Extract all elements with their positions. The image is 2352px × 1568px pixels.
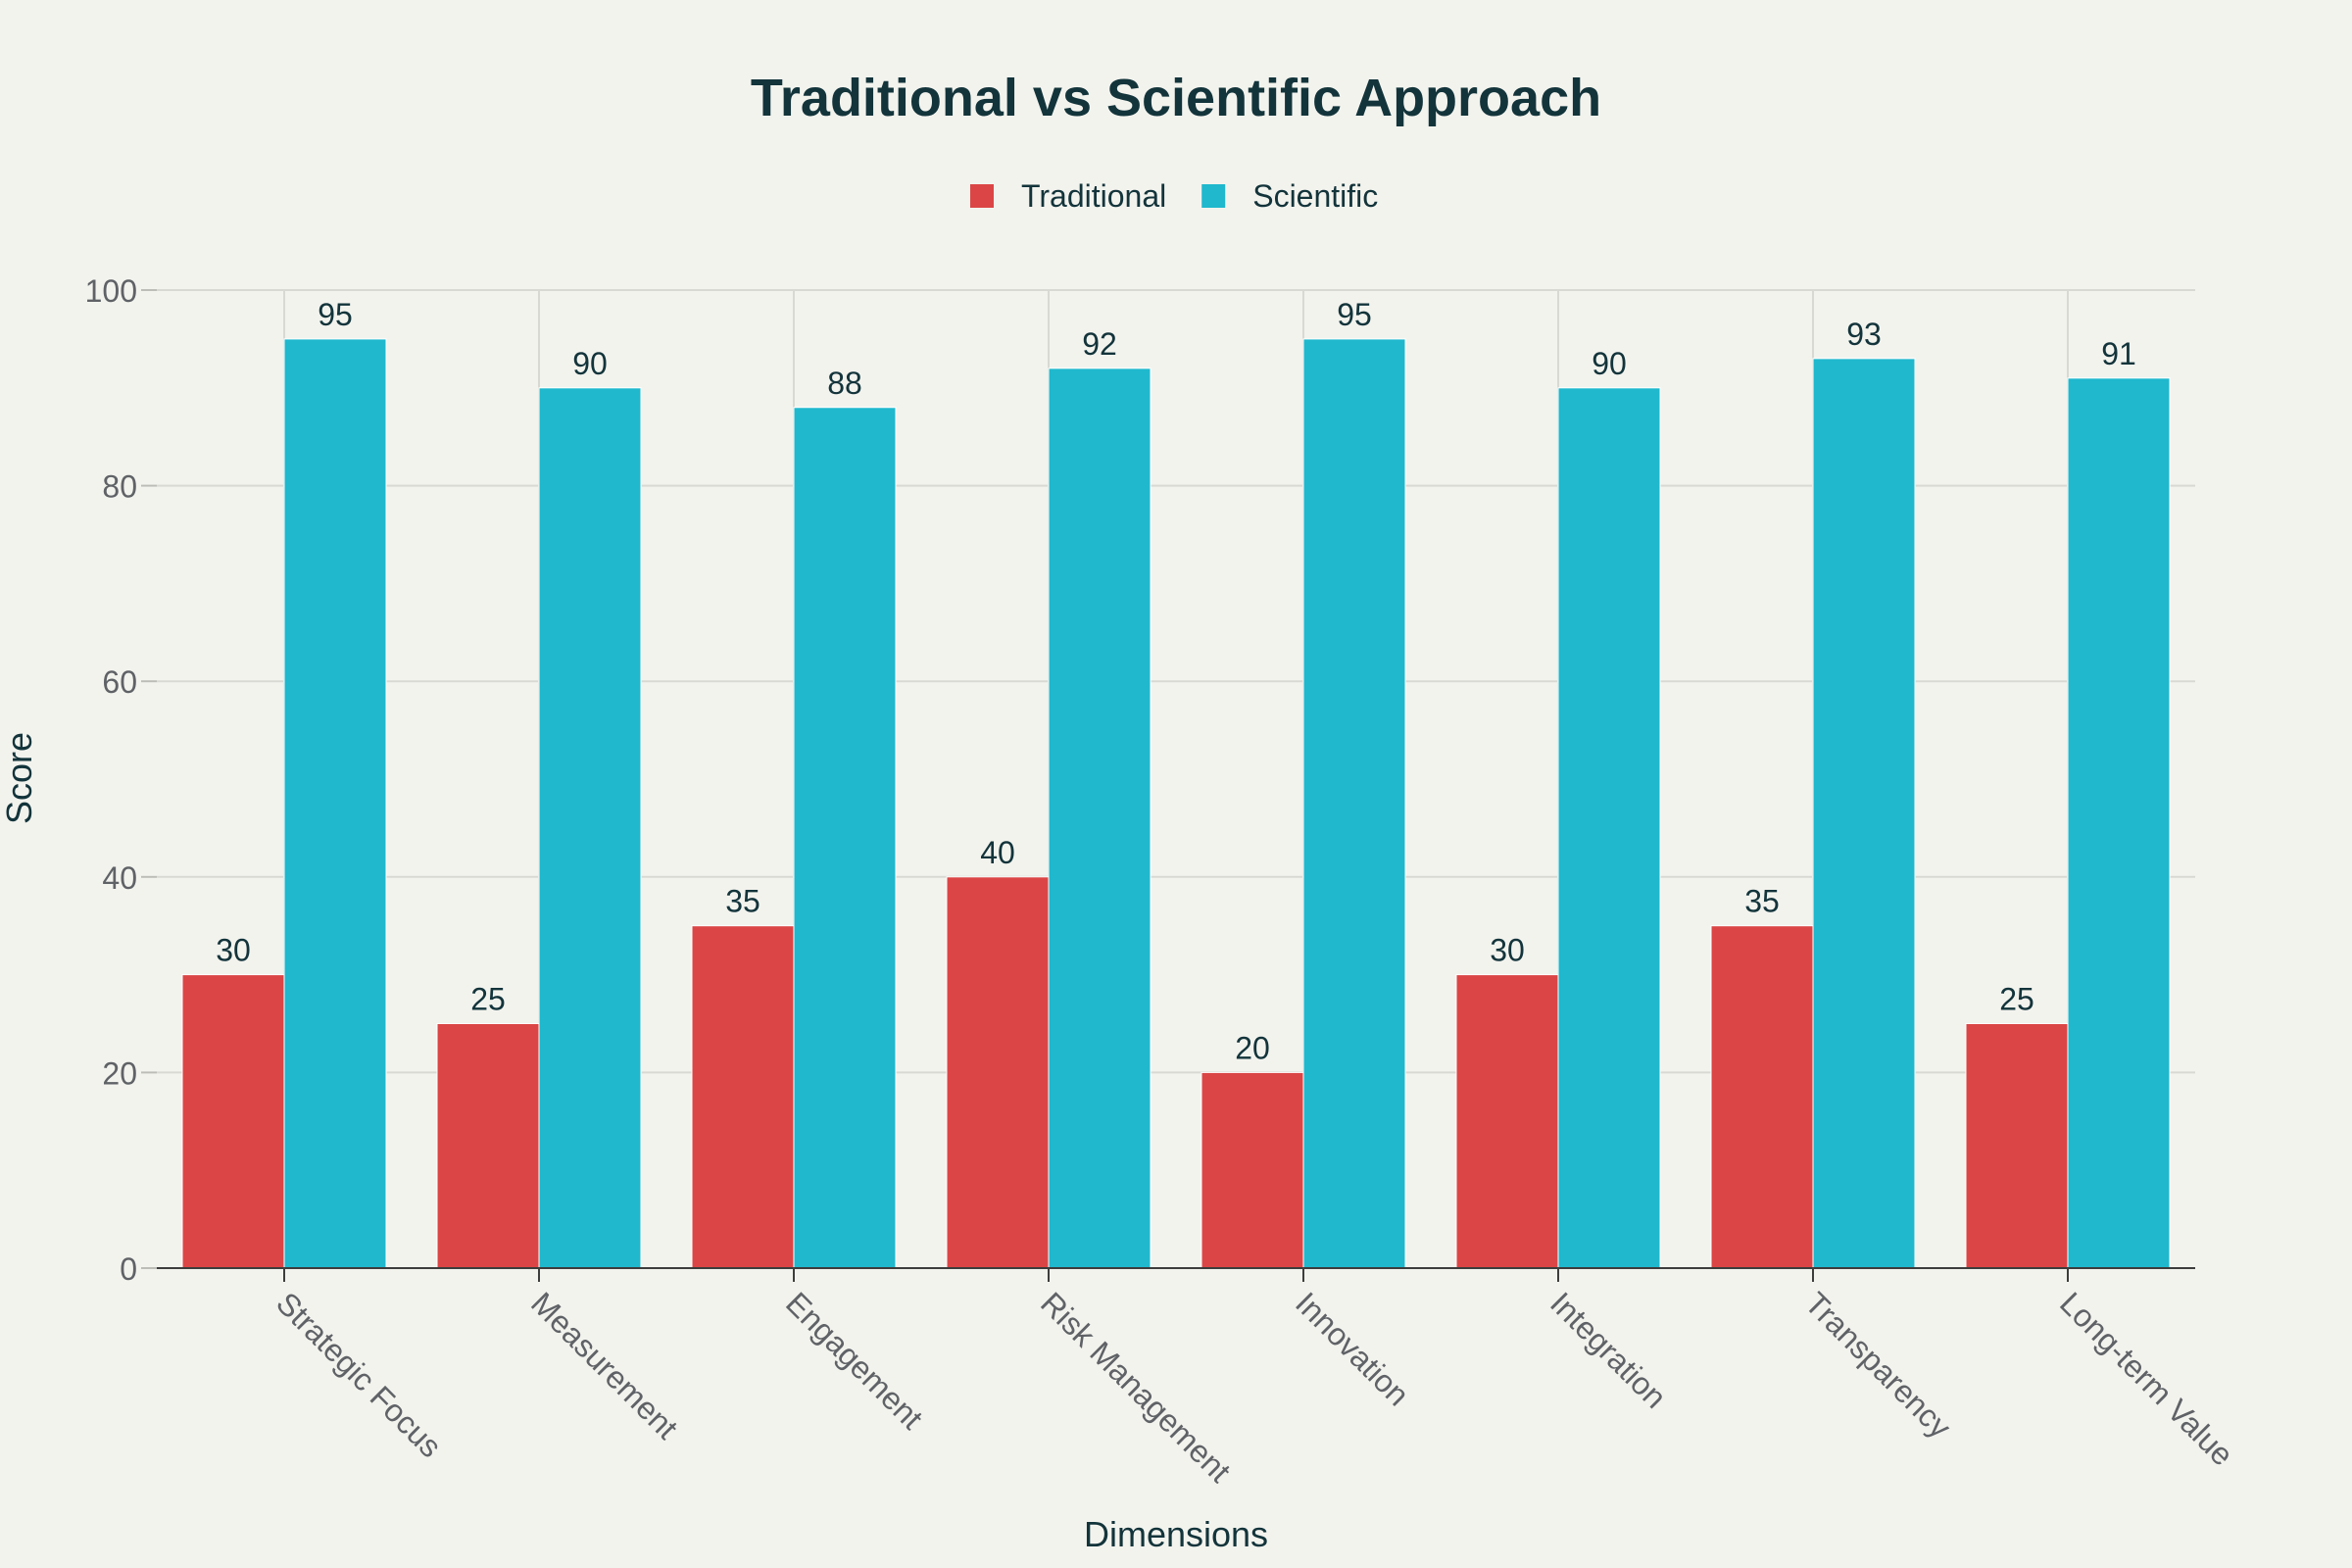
data-label: 90 (1592, 346, 1627, 381)
y-axis-ticks: 0 20 40 60 80 100 (85, 273, 157, 1287)
legend-label-scientific[interactable]: Scientific (1252, 178, 1378, 214)
bar-scientific-measurement[interactable] (538, 387, 642, 1269)
legend-label-traditional[interactable]: Traditional (1021, 178, 1166, 214)
x-tick-label: Transparency (1798, 1285, 1958, 1445)
data-label: 95 (318, 297, 353, 332)
x-axis-title: Dimensions (1084, 1514, 1268, 1554)
y-tick-label: 80 (102, 469, 137, 505)
data-labels: 30 25 35 40 20 30 35 25 95 90 88 92 95 90 93 91 (216, 297, 2136, 1066)
legend-swatch-traditional (970, 184, 994, 208)
x-tick-label: Integration (1544, 1285, 1673, 1414)
y-tick-label: 60 (102, 664, 137, 700)
legend-swatch-scientific (1201, 184, 1226, 208)
data-label: 35 (725, 884, 760, 919)
data-label: 88 (827, 366, 862, 401)
bar-scientific-engagement[interactable] (793, 407, 897, 1269)
data-label: 90 (572, 346, 608, 381)
y-tick-label: 20 (102, 1055, 137, 1091)
y-tick-label: 40 (102, 860, 137, 896)
bar-traditional-integration[interactable] (1455, 974, 1559, 1269)
bar-scientific-strategic-focus[interactable] (283, 338, 387, 1269)
x-tick-label: Long-term Value (2053, 1285, 2240, 1472)
bars (181, 338, 2171, 1269)
bar-traditional-strategic-focus[interactable] (181, 974, 285, 1269)
bar-scientific-innovation[interactable] (1302, 338, 1406, 1269)
bar-traditional-transparency[interactable] (1710, 925, 1814, 1269)
x-tick-label: Engagement (779, 1285, 930, 1436)
bar-scientific-long-term-value[interactable] (2067, 377, 2171, 1269)
x-axis-ticks: Strategic Focus Measurement Engagement Risk… (270, 1268, 2240, 1489)
y-axis-title: Score (0, 732, 39, 824)
y-tick-label: 100 (85, 273, 137, 309)
legend: Traditional Scientific (970, 178, 1378, 214)
data-label: 92 (1082, 326, 1117, 362)
x-tick-label: Risk Management (1034, 1285, 1238, 1489)
data-label: 40 (980, 835, 1015, 870)
data-label: 25 (470, 982, 506, 1017)
data-label: 30 (1490, 933, 1525, 968)
bar-scientific-risk-management[interactable] (1048, 368, 1152, 1269)
data-label: 91 (2101, 336, 2136, 371)
data-label: 30 (216, 933, 251, 968)
data-label: 93 (1846, 317, 1882, 352)
bar-scientific-integration[interactable] (1557, 387, 1661, 1269)
y-tick-label: 0 (120, 1251, 137, 1287)
data-label: 35 (1744, 884, 1780, 919)
x-tick-label: Strategic Focus (270, 1285, 449, 1464)
bar-traditional-risk-management[interactable] (946, 876, 1050, 1269)
bar-scientific-transparency[interactable] (1812, 358, 1916, 1269)
bar-traditional-measurement[interactable] (436, 1023, 540, 1269)
bar-traditional-long-term-value[interactable] (1965, 1023, 2069, 1269)
bar-traditional-innovation[interactable] (1200, 1071, 1304, 1269)
x-tick-label: Innovation (1289, 1285, 1416, 1412)
x-tick-label: Measurement (524, 1285, 685, 1446)
chart-title: Traditional vs Scientific Approach (751, 69, 1601, 127)
data-label: 95 (1337, 297, 1372, 332)
data-label: 25 (1999, 982, 2034, 1017)
data-label: 20 (1235, 1030, 1270, 1065)
bar-traditional-engagement[interactable] (691, 925, 795, 1269)
